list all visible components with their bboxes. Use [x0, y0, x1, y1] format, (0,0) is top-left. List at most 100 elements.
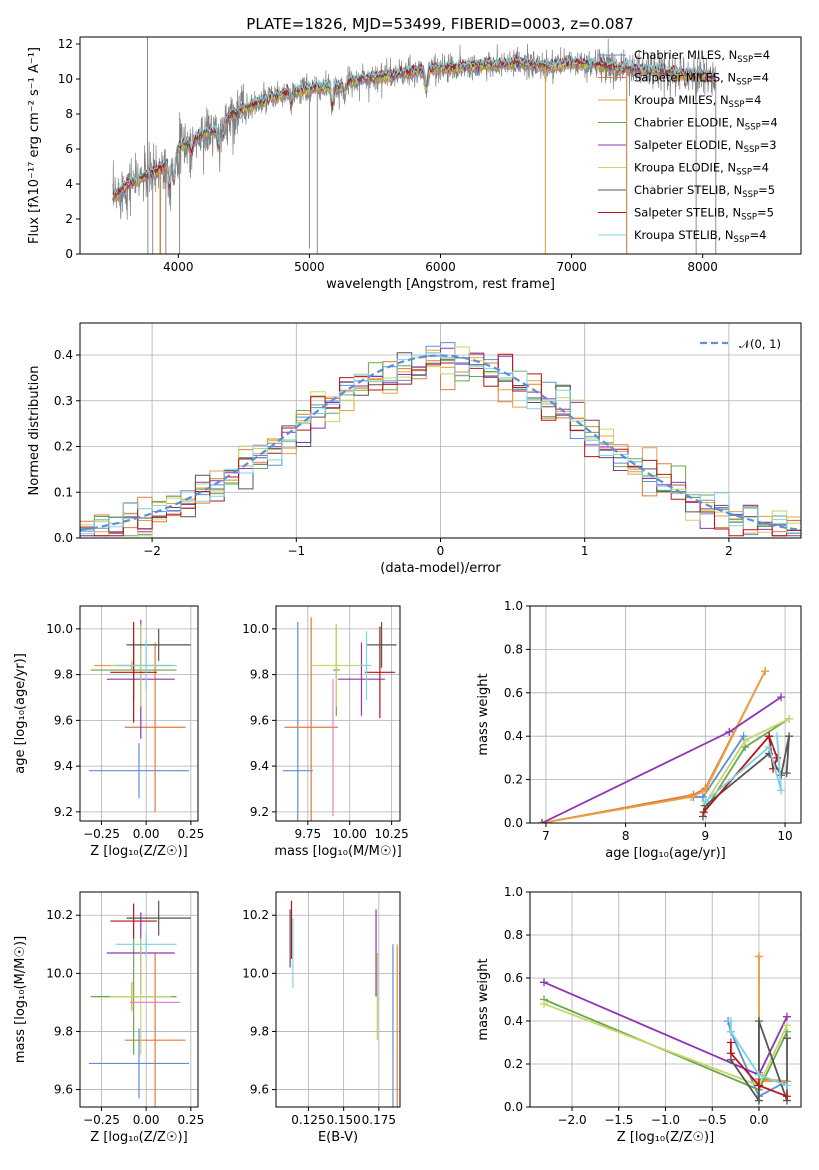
errorbar-point: [88, 743, 190, 799]
weight-marker: [725, 727, 734, 736]
weight-marker: [726, 1038, 735, 1047]
errorbar-point: [124, 642, 186, 812]
weight-line: [704, 736, 782, 802]
weight-series: [537, 693, 786, 823]
axes-mass-vs-Z: −0.25 0.00 0.25 9.6 9.8 10.0 10.2 Z [log₁₀(Z/Z☉…: [13, 891, 204, 1145]
x-tick-label: 0.0: [749, 1113, 768, 1127]
x-tick-label: 6000: [425, 260, 456, 274]
legend-entry: Salpeter ELODIE, NSSP=3: [634, 138, 777, 155]
y-tick-label: 0.1: [54, 485, 73, 499]
weight-marker: [726, 1017, 735, 1025]
plot-area: [80, 342, 801, 537]
weight-marker: [777, 693, 786, 702]
y-tick-label: 9.6: [250, 1083, 269, 1097]
weight-marker: [698, 812, 707, 821]
errorbar-point: [366, 622, 397, 668]
legend-entry: Salpeter STELIB, NSSP=5: [634, 206, 774, 223]
y-tick-label: 9.6: [250, 713, 269, 727]
weight-marker: [754, 1096, 763, 1105]
y-tick-label: 0.3: [54, 394, 73, 408]
axes-frame: [529, 605, 802, 824]
y-axis-label: mass weight: [476, 673, 491, 755]
y-tick-label: 9.6: [54, 713, 73, 727]
errorbar-point: [311, 624, 362, 707]
y-tick-label: 9.4: [250, 759, 269, 773]
weight-marker: [537, 819, 546, 823]
weight-line: [727, 1020, 788, 1098]
legend-n: =4: [749, 228, 766, 242]
legend-label: Chabrier MILES, N: [634, 48, 737, 62]
weight-marker: [765, 743, 774, 752]
legend-entry: Kroupa ELODIE, NSSP=4: [634, 161, 769, 178]
y-tick-label: 0.8: [504, 928, 523, 942]
weight-marker: [785, 714, 794, 723]
legend-label: Salpeter STELIB, N: [634, 206, 741, 220]
x-tick-label: −2.0: [557, 1113, 586, 1127]
y-tick-label: 9.2: [54, 805, 73, 819]
weight-marker: [754, 952, 763, 961]
x-tick-label: 7000: [556, 260, 587, 274]
weight-line: [541, 696, 782, 823]
y-tick-label: 0.2: [504, 773, 523, 787]
legend-label: Kroupa ELODIE, N: [634, 161, 736, 175]
y-tick-label: 6: [65, 142, 73, 156]
y-tick-label: 9.8: [250, 668, 269, 682]
plot-area: [282, 617, 397, 821]
weight-line: [541, 670, 766, 823]
y-tick-label: 10.0: [242, 622, 269, 636]
y-tick-label: 2: [65, 212, 73, 226]
legend-label: Chabrier ELODIE, N: [634, 116, 745, 130]
errorbar-point: [110, 938, 172, 1055]
x-tick-label: 10: [777, 829, 792, 843]
legend-subscript: SSP: [737, 55, 753, 65]
weight-marker: [701, 797, 710, 806]
y-tick-label: 4: [65, 177, 73, 191]
weight-marker: [540, 999, 549, 1008]
axes-spectrum: 4000 5000 6000 7000 8000 0 2 4 6 8 10 12 wavelength …: [27, 36, 802, 292]
y-tick-label: 0.2: [504, 1057, 523, 1071]
errorbar-point: [126, 628, 191, 661]
x-tick-label: 1: [581, 544, 589, 558]
weight-marker: [754, 1017, 763, 1025]
axes-age-vs-mass: 9.75 10.00 10.25 9.2 9.4 9.6 9.8 10.0 mass [log₁…: [242, 605, 409, 859]
y-tick-label: 0.8: [504, 642, 523, 656]
weight-marker: [741, 736, 750, 745]
weight-marker: [739, 732, 748, 741]
y-tick-label: 10: [58, 72, 73, 86]
x-tick-label: 4000: [163, 260, 194, 274]
weight-marker: [761, 667, 770, 676]
axes-age-vs-Z: −0.25 0.00 0.25 9.2 9.4 9.6 9.8 10.0 Z [log₁₀(Z/…: [13, 605, 204, 859]
residual-histogram: [80, 352, 801, 535]
x-tick-label: 7: [542, 829, 550, 843]
weight-marker: [540, 978, 549, 987]
legend-entry: Kroupa STELIB, NSSP=4: [634, 228, 766, 245]
axes-weight-vs-Z: −2.0 −1.5 −1.0 −0.5 0.0 0.0 0.2 0.4 0.6 0.8 1.0 Z […: [476, 885, 802, 1145]
normal-curve: [80, 354, 799, 532]
legend-entry: Chabrier ELODIE, NSSP=4: [634, 116, 778, 133]
y-tick-label: 9.8: [250, 1024, 269, 1038]
plot-area: [88, 900, 191, 1107]
y-tick-label: 0.4: [54, 348, 73, 362]
model-spectrum: [112, 55, 716, 197]
y-tick-label: 1.0: [504, 599, 523, 613]
legend-n: =4: [761, 116, 778, 130]
model-spectrum: [112, 56, 716, 200]
weight-marker: [785, 732, 794, 741]
x-tick-label: 0.25: [177, 1113, 204, 1127]
axes-mass-vs-EBV: 0.125 0.150 0.175 9.6 9.8 10.0 10.2 E(B-V): [242, 891, 401, 1145]
y-tick-label: 10.2: [46, 908, 73, 922]
legend-label: Kroupa MILES, N: [634, 93, 729, 107]
weight-series: [701, 732, 786, 806]
axes-frame: [79, 322, 802, 539]
y-tick-label: 9.8: [54, 668, 73, 682]
weight-series: [726, 1038, 791, 1101]
x-tick-label: −1.5: [604, 1113, 633, 1127]
weight-series: [726, 1017, 791, 1090]
legend-entry: Chabrier MILES, NSSP=4: [634, 48, 770, 65]
x-tick-label: 2: [725, 544, 733, 558]
legend-n: =4: [753, 48, 770, 62]
weight-marker: [687, 792, 696, 801]
x-tick-label: 5000: [294, 260, 325, 274]
